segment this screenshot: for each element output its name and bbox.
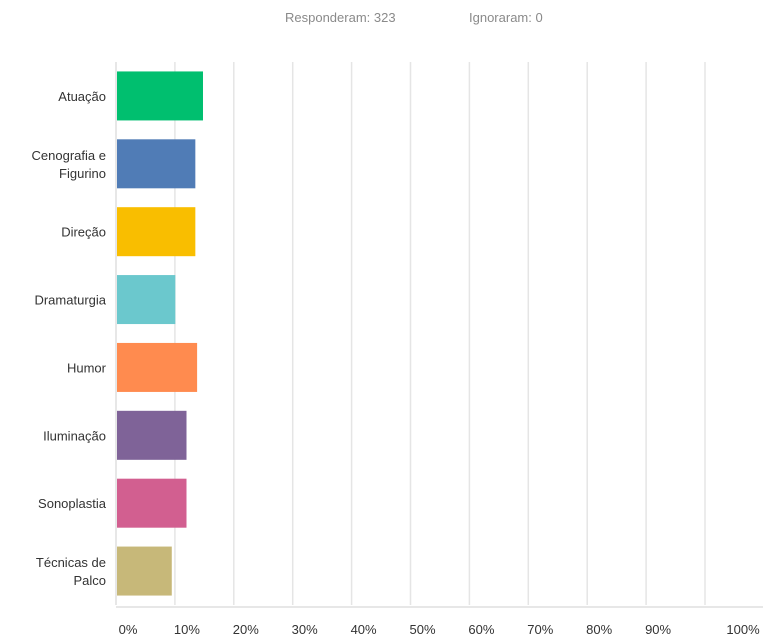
category-labels: Atuação Cenografia e Figurino Direção Dramat…: [32, 89, 107, 588]
bars: [117, 71, 203, 596]
bar: [117, 546, 172, 596]
category-label: Técnicas de: [36, 555, 106, 570]
x-tick-label: 90%: [645, 622, 671, 637]
x-tick-label: 0%: [119, 622, 138, 637]
category-label: Atuação: [58, 89, 106, 104]
category-label: Cenografia e: [32, 148, 106, 163]
bar: [117, 410, 187, 460]
x-tick-label: 60%: [468, 622, 494, 637]
x-tick-label: 30%: [292, 622, 318, 637]
x-tick-label: 40%: [351, 622, 377, 637]
bar: [117, 478, 187, 528]
bar: [117, 275, 176, 325]
category-label: Iluminação: [43, 428, 106, 443]
x-tick-label: 10%: [174, 622, 200, 637]
bar: [117, 139, 196, 189]
skipped-count: Ignoraram: 0: [469, 10, 543, 25]
grid-lines: [115, 62, 763, 608]
category-label: Direção: [61, 225, 106, 240]
category-label: Dramaturgia: [34, 293, 106, 308]
x-tick-label: 80%: [586, 622, 612, 637]
category-label: Figurino: [59, 166, 106, 181]
category-label: Humor: [67, 360, 107, 375]
bar: [117, 207, 196, 257]
category-label: Sonoplastia: [38, 496, 107, 511]
x-tick-label: 100%: [726, 622, 760, 637]
bar: [117, 71, 203, 121]
category-label: Palco: [73, 573, 106, 588]
bar: [117, 342, 198, 392]
x-tick-label: 70%: [527, 622, 553, 637]
x-tick-label: 50%: [409, 622, 435, 637]
x-axis-ticks: 0% 10% 20% 30% 40% 50% 60% 70% 80% 90% 100%: [119, 622, 760, 637]
answered-count: Responderam: 323: [285, 10, 396, 25]
x-tick-label: 20%: [233, 622, 259, 637]
